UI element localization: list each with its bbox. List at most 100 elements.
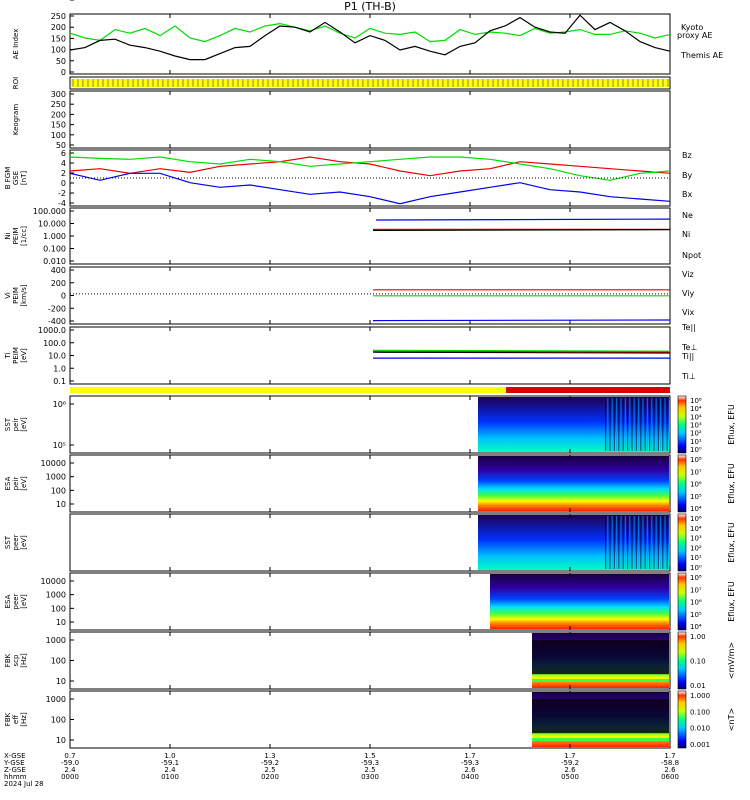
colorbar-3-tick: 10⁷ bbox=[690, 586, 702, 594]
vi-ylabel: Vi PEIM [km/s] bbox=[4, 284, 28, 307]
colorbar-0-label-text: Eflux, EFU bbox=[727, 404, 736, 445]
colorbar-2 bbox=[677, 513, 687, 572]
keogram-ytick-label: 50 bbox=[56, 141, 66, 150]
sst-peir-noise bbox=[651, 398, 653, 451]
ae-ytick-label: 100 bbox=[51, 46, 66, 55]
colorbar-0-tick: 10³ bbox=[690, 422, 702, 430]
ae-ylabel: AE Index bbox=[12, 29, 20, 60]
sst-peir-noise bbox=[616, 398, 618, 451]
ni-ylabel: Ni PEIM [1/cc] bbox=[4, 226, 28, 246]
ti-ytick-label: 1.0 bbox=[53, 364, 66, 373]
vi-ylabel-line: Vi bbox=[4, 292, 12, 299]
sst-peir-noise bbox=[622, 398, 624, 451]
sst-peir-noise bbox=[611, 398, 613, 451]
ni-ytick-label: 10.000 bbox=[38, 220, 66, 229]
fbk-efi-ytick-label: 100 bbox=[51, 716, 66, 725]
fbk-efi-green-band bbox=[532, 738, 669, 741]
sst-peir-noise bbox=[629, 398, 631, 451]
ae-frame bbox=[69, 13, 671, 75]
vi-series-vix bbox=[372, 319, 671, 322]
sst-peer-noise bbox=[624, 516, 626, 569]
fbk-efi-ylabel: FBK eff [Hz] bbox=[4, 712, 28, 727]
keogram-ylabel: Keogram bbox=[12, 104, 20, 135]
sst-peer-noise bbox=[646, 516, 648, 569]
sst-peer-noise bbox=[631, 516, 633, 569]
esa-peir-ytick-label: 1000 bbox=[46, 473, 66, 482]
bfgm-legend-bx: Bx bbox=[682, 190, 692, 199]
footer-t-value: 0200 bbox=[261, 773, 279, 781]
colorbar-1-tick: 10⁷ bbox=[690, 468, 702, 476]
colorbar-4-label-text: <mV/m> bbox=[727, 642, 736, 679]
sst-peir-ylabel-line: SST bbox=[4, 417, 12, 431]
colorbar-0 bbox=[677, 395, 687, 454]
footer-z-value: 2.6 bbox=[564, 766, 576, 774]
ae-series-kyotoproxyae bbox=[69, 22, 671, 43]
sst-peir-noise bbox=[664, 398, 666, 451]
colorbar-2-tick: 10² bbox=[690, 544, 702, 552]
sst-peer-noise bbox=[629, 516, 631, 569]
footer-x-value: 0.7 bbox=[64, 752, 75, 760]
keogram-ytick-label: 300 bbox=[51, 90, 66, 99]
sst-peer-noise bbox=[613, 516, 615, 569]
footer-t-value: 0300 bbox=[361, 773, 379, 781]
vi-legend-viy: Viy bbox=[682, 289, 695, 298]
footer-x-value: 1.7 bbox=[564, 752, 575, 760]
sst-peir-noise bbox=[668, 398, 670, 451]
sst-peer-ylabel-line: peer bbox=[12, 534, 20, 550]
mode-bar-slow bbox=[70, 387, 506, 393]
footer-y-value: -59.3 bbox=[361, 759, 379, 767]
roi-ylabel: ROI bbox=[12, 77, 20, 89]
sst-peir-noise bbox=[649, 398, 651, 451]
ni-ylabel-line: PEIM bbox=[12, 228, 20, 245]
sst-peir-noise bbox=[633, 398, 635, 451]
sst-peir-noise bbox=[642, 398, 644, 451]
ni-ytick-label: 0.100 bbox=[43, 245, 66, 254]
footer-y-value: -59.3 bbox=[461, 759, 479, 767]
sst-peer-noise bbox=[611, 516, 613, 569]
keogram-ytick-label: 100 bbox=[51, 131, 66, 140]
esa-peir-ylabel-line: [eV] bbox=[20, 476, 28, 491]
sst-peer-noise bbox=[607, 516, 609, 569]
vi-ylabel-line: PEIM bbox=[12, 287, 20, 304]
colorbar-4-tick: 0.01 bbox=[690, 682, 706, 690]
esa-peer-ylabel: ESA peer [eV] bbox=[4, 593, 28, 609]
esa-peir-ytick-label: 100 bbox=[51, 486, 66, 495]
sst-peir-ylabel-line: [eV] bbox=[20, 417, 28, 432]
esa-peer-ylabel-line: [eV] bbox=[20, 594, 28, 609]
ae-ylabel-line: AE Index bbox=[12, 29, 20, 60]
colorbar-4-tick: 1.00 bbox=[690, 633, 706, 641]
colorbar-5-tick: 0.010 bbox=[690, 725, 710, 733]
vi-ytick-label: -400 bbox=[48, 317, 66, 326]
ti-legend-ti: Ti⊥ bbox=[681, 372, 696, 381]
esa-peir-ylabel: ESA peir [eV] bbox=[4, 476, 28, 491]
sst-peer-spectrogram bbox=[478, 515, 669, 570]
fbk-efi-ylabel-line: FBK bbox=[4, 712, 12, 726]
sst-peer-noise bbox=[635, 516, 637, 569]
sst-peer-noise bbox=[609, 516, 611, 569]
colorbar-1-tick: 10⁵ bbox=[690, 493, 702, 501]
ni-legend-npot: Npot bbox=[682, 251, 701, 260]
ni-legend-ni: Ni bbox=[682, 230, 690, 239]
ti-series-ti bbox=[372, 349, 671, 352]
sst-peer-noise bbox=[622, 516, 624, 569]
ae-legend-kyoto: Kyoto bbox=[681, 23, 703, 32]
colorbar-0-tick: 10⁸ bbox=[690, 397, 702, 405]
ti-ytick-label: 0.1 bbox=[53, 377, 66, 386]
fbk-efi-ylabel-line: [Hz] bbox=[20, 712, 28, 727]
sst-peer-ytick-label: 10⁵ bbox=[53, 0, 66, 2]
footer-row-label: Z-GSE bbox=[4, 766, 26, 774]
keogram-ylabel-line: Keogram bbox=[12, 104, 20, 135]
colorbar-5-tick: 1.000 bbox=[690, 692, 710, 700]
sst-peer-noise bbox=[642, 516, 644, 569]
keogram-frame bbox=[69, 90, 671, 149]
bfgm-ytick-label: 2 bbox=[61, 169, 66, 178]
bfgm-ytick-label: 0 bbox=[61, 179, 66, 188]
footer-t-value: 0100 bbox=[161, 773, 179, 781]
colorbar-0-tick: 10⁴ bbox=[690, 405, 702, 413]
bfgm-ytick-label: 6 bbox=[61, 149, 66, 158]
ti-ytick-label: 1000.0 bbox=[38, 326, 66, 335]
sst-peir-noise bbox=[607, 398, 609, 451]
colorbar-4 bbox=[677, 631, 687, 690]
esa-peir-ytick-label: 10 bbox=[56, 500, 66, 509]
sst-peir-noise bbox=[620, 398, 622, 451]
